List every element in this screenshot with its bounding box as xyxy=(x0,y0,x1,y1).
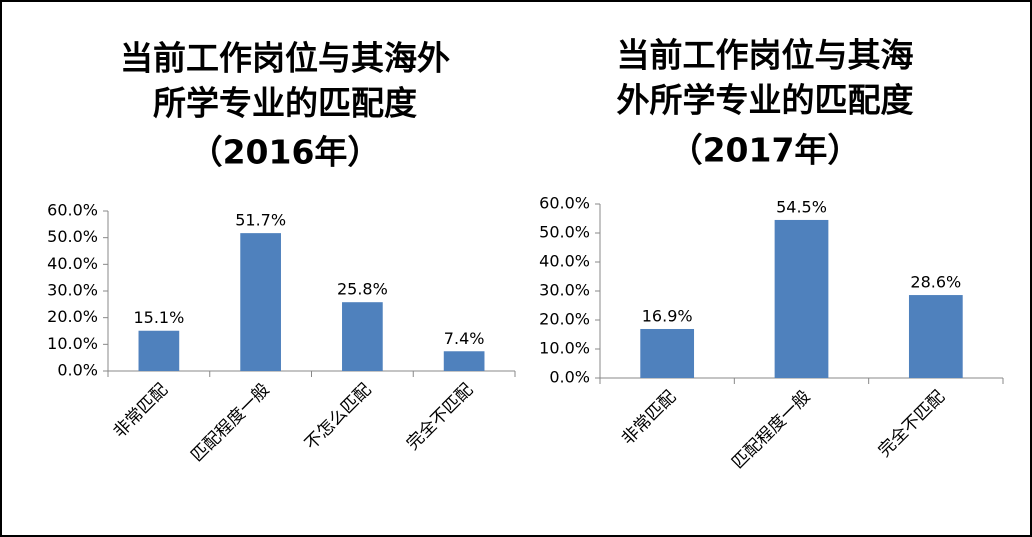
y-tick-label: 30.0% xyxy=(47,281,98,300)
y-tick-label: 0.0% xyxy=(549,368,590,387)
y-tick-label: 10.0% xyxy=(47,334,98,353)
chart-title: （2016年） xyxy=(190,133,381,172)
bar xyxy=(640,328,695,378)
chart-title: 当前工作岗位与其海 xyxy=(617,36,914,75)
y-tick-label: 20.0% xyxy=(539,310,590,329)
bar xyxy=(443,351,485,371)
y-tick-label: 40.0% xyxy=(47,254,98,273)
chart-title: （2017年） xyxy=(670,131,861,170)
y-tick-label: 20.0% xyxy=(47,307,98,326)
y-tick-label: 50.0% xyxy=(47,227,98,246)
value-label: 15.1% xyxy=(133,308,184,327)
chart-title: 所学专业的匹配度 xyxy=(153,84,417,123)
y-tick-label: 0.0% xyxy=(57,361,98,380)
y-tick-label: 60.0% xyxy=(539,194,590,213)
bar xyxy=(342,302,383,371)
value-label: 16.9% xyxy=(642,306,693,325)
bar xyxy=(138,330,180,371)
bar xyxy=(774,219,829,378)
bar xyxy=(240,233,281,371)
value-label: 7.4% xyxy=(444,329,485,348)
y-tick-label: 30.0% xyxy=(539,281,590,300)
bar xyxy=(908,295,963,378)
y-tick-label: 10.0% xyxy=(539,339,590,358)
y-tick-label: 40.0% xyxy=(539,252,590,271)
value-label: 25.8% xyxy=(337,280,388,299)
value-label: 51.7% xyxy=(235,211,286,230)
chart-title: 当前工作岗位与其海外 xyxy=(120,39,450,78)
value-label: 54.5% xyxy=(776,197,827,216)
chart-title: 外所学专业的匹配度 xyxy=(617,81,914,120)
value-label: 28.6% xyxy=(910,273,961,292)
y-tick-label: 60.0% xyxy=(47,201,98,220)
y-tick-label: 50.0% xyxy=(539,223,590,242)
